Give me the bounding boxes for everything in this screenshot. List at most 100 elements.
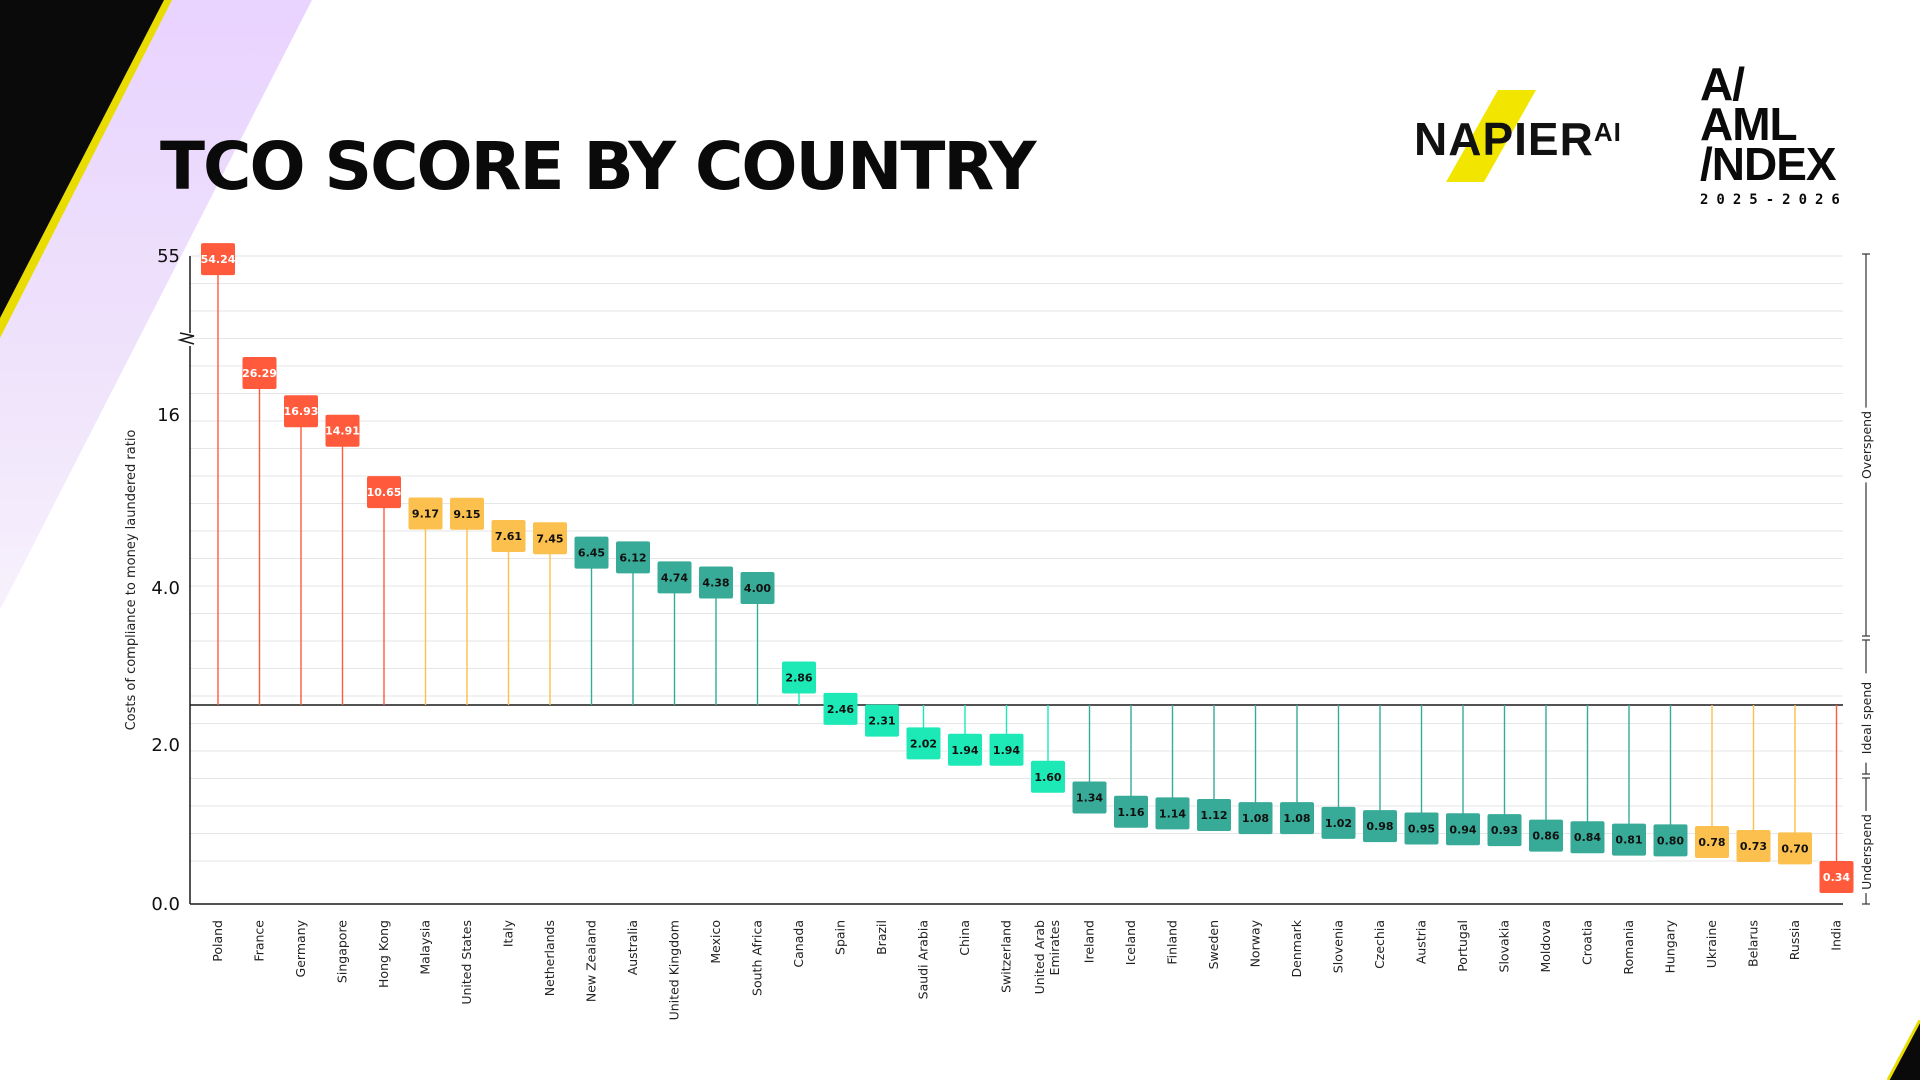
country-label-text: United Arab — [1032, 920, 1047, 994]
bar-value-box — [699, 566, 733, 599]
country-label: Poland — [210, 920, 225, 962]
country-label-text: Hungary — [1663, 919, 1678, 973]
country-label: Ukraine — [1704, 920, 1719, 969]
bar-value-label: 0.84 — [1574, 831, 1601, 844]
bar-value-label: 2.46 — [827, 703, 854, 716]
bar-value-box — [1446, 813, 1480, 846]
bar-value-label: 6.12 — [619, 551, 646, 564]
bar-value-label: 14.91 — [325, 425, 360, 438]
bar-value-box — [1612, 823, 1646, 856]
decor-black-band — [0, 0, 164, 318]
aml-index-logo: A/ AML /NDEX 2025-2026 — [1700, 61, 1870, 214]
country-label: Switzerland — [999, 920, 1014, 993]
logo-slash-icon — [1446, 90, 1536, 182]
bar-value-box — [865, 704, 899, 737]
band-label-bg — [1857, 407, 1875, 483]
chart-gridlines — [190, 255, 1843, 862]
bar-value-box — [1238, 802, 1273, 835]
country-label-text: New Zealand — [584, 920, 599, 1002]
logo-suffix: AI — [1593, 117, 1622, 147]
country-label-text: Finland — [1165, 920, 1180, 965]
bar-value-label: 1.60 — [1034, 771, 1061, 784]
bar-value-label: 1.34 — [1076, 791, 1103, 804]
country-label-text: United Kingdom — [667, 920, 682, 1020]
y-axis-label: Costs of compliance to money laundered r… — [124, 430, 139, 731]
country-label-text: United States — [459, 920, 474, 1005]
country-label-text: Croatia — [1580, 920, 1595, 965]
chart-marks: 54.24 26.29 16.93 14.91 10.65 9.17 9.15 7.61 7.4… — [201, 243, 1854, 893]
bar-value-label: 9.15 — [453, 508, 480, 521]
bar-value-box — [284, 395, 318, 428]
country-label: Moldova — [1538, 920, 1553, 973]
bar-value-label: 0.70 — [1781, 842, 1808, 855]
bar-value-box — [657, 561, 692, 594]
bar-value-box — [1404, 812, 1439, 845]
bar-value-box — [1529, 819, 1563, 852]
country-label: Germany — [293, 919, 308, 977]
bar-value-box — [782, 661, 816, 694]
bar-value-box — [408, 497, 443, 530]
bar-value-label: 0.94 — [1449, 823, 1476, 836]
country-label: South Africa — [750, 920, 765, 996]
country-label: Austria — [1414, 920, 1429, 964]
bar-value-box — [491, 519, 526, 552]
bar-value-box — [1653, 824, 1688, 857]
bar-value-label: 0.98 — [1366, 820, 1393, 833]
country-label: United Kingdom — [667, 920, 682, 1020]
bar-value-label: 7.61 — [495, 530, 522, 543]
country-label-text: Portugal — [1455, 920, 1470, 972]
country-label-text: Singapore — [335, 920, 350, 983]
country-label: United Arab Emirates — [1032, 920, 1062, 994]
bar-value-label: 0.81 — [1615, 834, 1642, 847]
band-label-bg — [1857, 811, 1875, 893]
country-label-text: China — [957, 920, 972, 956]
country-label-text: South Africa — [750, 920, 765, 996]
band-label: Overspend — [1859, 411, 1874, 479]
bar-value-label: 0.93 — [1491, 824, 1518, 837]
country-label-text: Emirates — [1047, 920, 1062, 975]
page-title: TCO SCORE BY COUNTRY — [160, 128, 1036, 205]
bar-value-box — [1487, 814, 1522, 847]
bar-value-label: 2.31 — [868, 715, 895, 728]
decorative-corner — [0, 0, 312, 610]
country-label: United States — [459, 920, 474, 1005]
country-label: China — [957, 920, 972, 956]
bar-value-label: 1.16 — [1117, 806, 1144, 819]
bar-value-label: 9.17 — [412, 507, 439, 520]
country-label: India — [1829, 920, 1844, 951]
country-label: Italy — [501, 919, 516, 947]
bar-value-label: 6.45 — [578, 547, 605, 560]
bar-value-label: 0.80 — [1657, 834, 1684, 847]
bar-value-label: 0.78 — [1698, 836, 1725, 849]
chart-stems — [217, 259, 1838, 877]
country-label: Saudi Arabia — [916, 920, 931, 999]
country-label-text: India — [1829, 920, 1844, 951]
country-label-text: Hong Kong — [376, 920, 391, 988]
chart-band-scale: Overspend Ideal spend Underspend — [1857, 253, 1875, 905]
bar-value-label: 7.45 — [536, 532, 563, 545]
bar-value-label: 1.02 — [1325, 817, 1352, 830]
napier-ai-logo: NAPIERAI — [1408, 86, 1648, 186]
bar-value-box — [1363, 810, 1397, 843]
country-label-text: Mexico — [708, 920, 723, 964]
country-label: Ireland — [1082, 920, 1097, 963]
country-label: Croatia — [1580, 920, 1595, 965]
index-logo-line2: AML — [1700, 98, 1798, 150]
country-label: Hong Kong — [376, 920, 391, 988]
y-tick-label: 4.0 — [151, 578, 180, 599]
bar-value-label: 0.95 — [1408, 822, 1435, 835]
band-label: Ideal spend — [1859, 682, 1874, 754]
country-label-text: Austria — [1414, 920, 1429, 964]
country-label-text: Switzerland — [999, 920, 1014, 993]
country-label: Netherlands — [542, 920, 557, 996]
country-label: Romania — [1621, 920, 1636, 975]
bar-value-box — [948, 733, 982, 766]
y-tick-label: 55 — [157, 246, 180, 267]
logo-name: NAPIER — [1414, 113, 1594, 165]
bar-value-label: 16.93 — [284, 405, 319, 418]
y-tick-label: 2.0 — [151, 735, 180, 756]
bar-value-box — [325, 414, 360, 447]
country-label-text: Poland — [210, 920, 225, 962]
band-label: Underspend — [1859, 814, 1874, 890]
country-label-text: Ukraine — [1704, 920, 1719, 969]
